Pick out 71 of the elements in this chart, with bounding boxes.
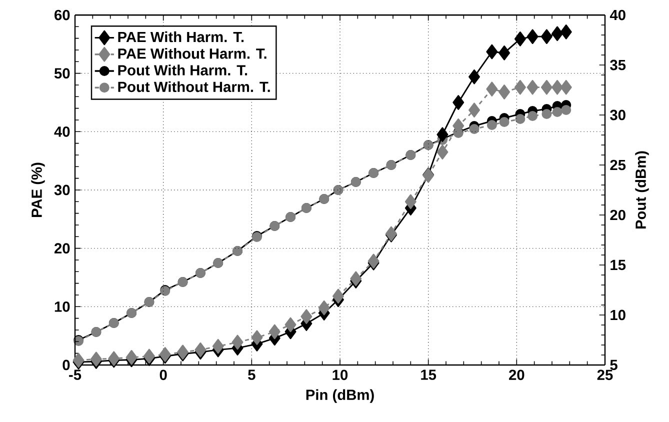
point: [498, 46, 510, 60]
point: [126, 350, 138, 365]
point: [514, 32, 526, 46]
legend-label: Pout Without Harm. T.: [118, 81, 270, 92]
point: [268, 324, 280, 340]
y-tick-label: 20: [54, 243, 70, 254]
point: [452, 95, 464, 110]
point: [499, 116, 510, 127]
point: [514, 80, 526, 95]
point: [468, 102, 480, 118]
point: [526, 29, 538, 44]
x-tick-label: 5: [248, 370, 256, 380]
point: [232, 334, 244, 350]
y-axis-title: PAE (%): [31, 162, 45, 217]
point: [528, 110, 538, 121]
point: [143, 348, 155, 364]
point: [436, 144, 448, 160]
point: [552, 26, 564, 42]
legend-label: PAE Without Harm. T.: [118, 48, 266, 59]
point: [486, 44, 498, 60]
y2-tick-label: 10: [610, 310, 626, 320]
x-tick-label: 20: [509, 370, 524, 380]
point: [540, 80, 552, 95]
point: [436, 127, 448, 142]
point: [498, 84, 510, 100]
point: [452, 118, 464, 134]
y2-tick-label: 15: [610, 260, 626, 270]
x-tick-label: -5: [69, 370, 82, 380]
point: [552, 80, 564, 95]
point: [542, 108, 552, 119]
point: [212, 338, 224, 354]
y-tick-label: 10: [54, 301, 70, 312]
x-tick-label: 15: [421, 370, 436, 380]
point: [468, 69, 480, 84]
point: [350, 271, 362, 286]
y-tick-label: 50: [54, 68, 70, 79]
y-tick-label: 60: [54, 10, 70, 20]
y-tick-label: 40: [54, 126, 70, 137]
y2-tick-label: 30: [610, 110, 626, 120]
point: [515, 114, 526, 124]
point: [251, 330, 263, 345]
y2-tick-label: 35: [610, 60, 626, 70]
point: [194, 342, 206, 358]
y-tick-label: 30: [54, 184, 70, 196]
y2-axis-title: Pout (dBm): [635, 151, 649, 229]
point: [300, 309, 312, 324]
legend-label: Pout With Harm. T.: [118, 64, 248, 76]
y2-tick-label: 40: [610, 10, 626, 20]
point: [561, 104, 572, 115]
point: [90, 352, 102, 367]
x-axis-title: Pin (dBm): [306, 389, 374, 403]
y-tick-label: 0: [62, 360, 70, 370]
point: [469, 124, 480, 134]
point: [526, 80, 538, 95]
point: [404, 194, 416, 210]
y2-tick-label: 25: [610, 160, 626, 170]
legend-label: PAE With Harm. T.: [118, 31, 244, 42]
point: [332, 288, 344, 304]
point: [486, 82, 498, 96]
y2-tick-label: 20: [610, 210, 626, 220]
point: [540, 29, 552, 44]
x-tick-label: 0: [160, 370, 167, 380]
point: [284, 317, 296, 332]
point: [318, 300, 330, 316]
point: [486, 120, 497, 130]
x-tick-label: 10: [332, 370, 348, 380]
y2-tick-label: 5: [610, 360, 618, 370]
point: [560, 24, 572, 40]
point: [560, 80, 572, 95]
x-tick-label: 25: [597, 370, 613, 380]
point: [552, 106, 562, 117]
